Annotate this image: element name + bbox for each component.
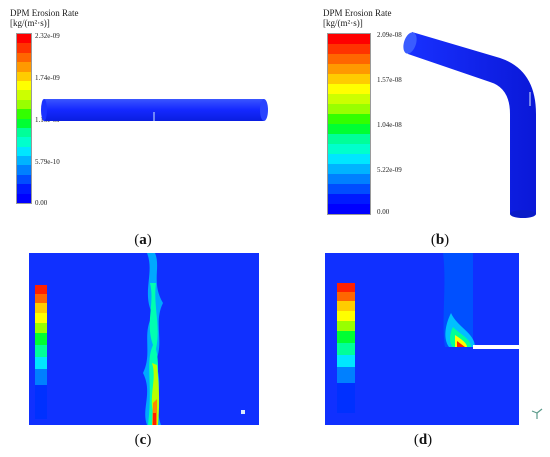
axis-triad-icon bbox=[531, 408, 543, 419]
tick-b-0: 2.09e-08 bbox=[377, 31, 402, 39]
colorbar-band bbox=[328, 114, 370, 124]
colorbar-band bbox=[17, 146, 31, 157]
colorbar-band bbox=[328, 174, 370, 184]
colorbar-band bbox=[328, 204, 370, 214]
colorbar-band bbox=[328, 134, 370, 144]
straight-pipe-model bbox=[41, 99, 268, 121]
colorbar-band bbox=[17, 193, 31, 204]
caption-d-letter: d bbox=[418, 432, 428, 448]
colorbar-band bbox=[17, 118, 31, 128]
colorbar-band bbox=[17, 99, 31, 110]
erosion-contour-d bbox=[325, 253, 519, 425]
colorbar-band bbox=[17, 90, 31, 100]
colorbar-band bbox=[17, 156, 31, 166]
colorbar-band bbox=[328, 144, 370, 154]
caption-d: (d) bbox=[413, 432, 433, 448]
caption-a: (a) bbox=[134, 232, 152, 248]
tick-b-3: 5.22e-09 bbox=[377, 166, 402, 174]
tick-a-4: 0.00 bbox=[35, 199, 48, 207]
caption-c-letter: c bbox=[139, 432, 147, 448]
colorbar-band bbox=[17, 34, 31, 44]
colorbar-band bbox=[328, 54, 370, 64]
colorbar-band bbox=[328, 104, 370, 114]
colorbar-band bbox=[328, 154, 370, 164]
colorbar-band bbox=[328, 184, 370, 194]
colorbar-band bbox=[17, 137, 31, 147]
colorbar-band bbox=[328, 74, 370, 84]
caption-b: (b) bbox=[430, 232, 450, 248]
elbow-pipe-model bbox=[403, 32, 536, 218]
colorbar-band bbox=[328, 124, 370, 134]
legend-unit-b: [kg/(m²·s)] bbox=[323, 18, 363, 28]
colorbar-band bbox=[17, 174, 31, 185]
tick-a-1: 1.74e-09 bbox=[35, 74, 60, 82]
tick-b-4: 0.00 bbox=[377, 208, 390, 216]
tick-a-3: 5.79e-10 bbox=[35, 158, 60, 166]
colorbar-b bbox=[327, 33, 371, 215]
legend-title-a: DPM Erosion Rate bbox=[10, 8, 79, 18]
tick-b-2: 1.04e-08 bbox=[377, 121, 402, 129]
legend-unit-a: [kg/(m²·s)] bbox=[10, 18, 50, 28]
colorbar-band bbox=[328, 34, 370, 44]
erosion-contour-c bbox=[29, 253, 259, 425]
tick-b-1: 1.57e-08 bbox=[377, 76, 402, 84]
colorbar-band bbox=[328, 94, 370, 104]
colorbar-band bbox=[328, 64, 370, 74]
colorbar-band bbox=[328, 84, 370, 94]
caption-c: (c) bbox=[134, 432, 152, 448]
colorbar-band bbox=[17, 62, 31, 72]
colorbar-band bbox=[17, 43, 31, 53]
colorbar-band bbox=[17, 165, 31, 175]
colorbar-band bbox=[328, 164, 370, 174]
tick-a-0: 2.32e-09 bbox=[35, 32, 60, 40]
caption-b-letter: b bbox=[435, 232, 445, 248]
colorbar-band bbox=[17, 109, 31, 119]
colorbar-band bbox=[17, 71, 31, 81]
colorbar-band bbox=[17, 184, 31, 194]
caption-a-letter: a bbox=[139, 232, 147, 248]
legend-title-b: DPM Erosion Rate bbox=[323, 8, 392, 18]
colorbar-band bbox=[17, 80, 31, 91]
colorbar-band bbox=[17, 127, 31, 138]
colorbar-a bbox=[16, 33, 32, 204]
colorbar-band bbox=[328, 44, 370, 54]
colorbar-band bbox=[328, 194, 370, 204]
colorbar-band bbox=[17, 52, 31, 63]
